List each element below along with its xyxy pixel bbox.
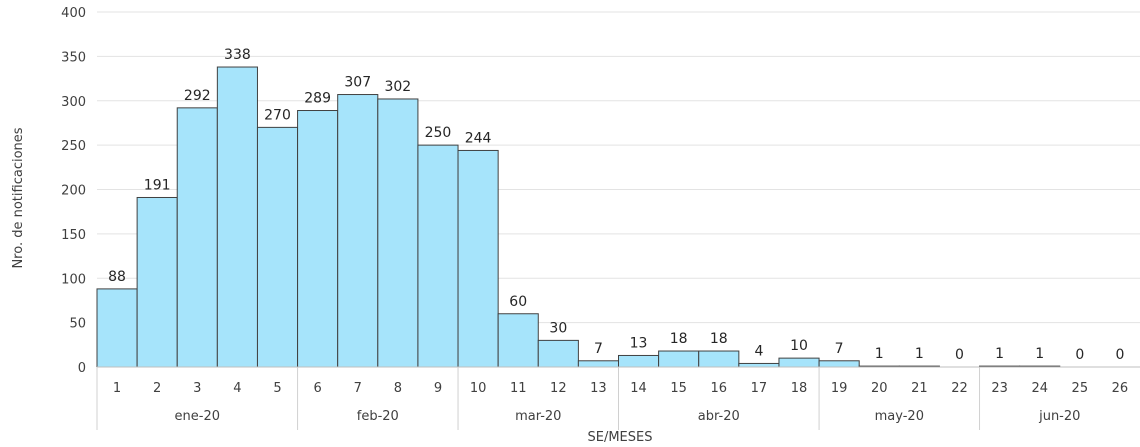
x-axis-label: SE/MESES (588, 430, 653, 445)
x-tick-label: 14 (630, 381, 647, 396)
data-label: 1 (995, 346, 1004, 362)
x-tick-label: 17 (751, 381, 768, 396)
x-tick-label: 13 (590, 381, 607, 396)
data-label: 4 (754, 343, 763, 359)
month-label: abr-20 (698, 409, 740, 424)
bar (818, 360, 860, 368)
data-label: 244 (465, 130, 492, 146)
bar (778, 357, 820, 368)
bar (297, 110, 339, 368)
data-label: 302 (384, 79, 411, 95)
x-tick-label: 16 (711, 381, 728, 396)
data-label: 88 (108, 269, 126, 285)
x-tick-label: 12 (550, 381, 567, 396)
x-tick-label: 2 (153, 381, 161, 396)
data-label: 0 (955, 347, 964, 363)
data-label: 289 (304, 91, 331, 107)
x-tick-label: 20 (871, 381, 888, 396)
data-label: 30 (549, 320, 567, 336)
bar (337, 94, 379, 368)
y-axis-ticks: 0 50 100 150 200 250 300 350 400 (61, 6, 86, 376)
data-label: 18 (670, 331, 688, 347)
x-tick-label: 9 (434, 381, 442, 396)
x-tick-label: 25 (1072, 381, 1089, 396)
x-tick-label: 22 (951, 381, 968, 396)
x-tick-label: 5 (273, 381, 281, 396)
x-tick-label: 7 (354, 381, 362, 396)
x-tick-label: 18 (791, 381, 808, 396)
x-tick-label: 15 (670, 381, 687, 396)
y-tick-label: 400 (61, 6, 86, 21)
bar (658, 350, 700, 368)
x-tick-label: 26 (1112, 381, 1129, 396)
x-tick-label: 23 (991, 381, 1008, 396)
x-tick-label: 11 (510, 381, 527, 396)
bar (216, 66, 258, 368)
bar (136, 196, 178, 368)
data-label: 0 (1075, 347, 1084, 363)
y-tick-label: 0 (78, 361, 86, 376)
y-tick-label: 300 (61, 95, 86, 110)
bar (497, 313, 539, 368)
data-label: 250 (425, 125, 452, 141)
x-axis: 1 2 3 4 5 6 7 8 9 10 11 12 13 14 15 16 17 18 19 20 21 22 23 24 2… (96, 366, 1140, 430)
month-label: feb-20 (357, 409, 399, 424)
data-label: 307 (344, 75, 371, 91)
y-tick-label: 150 (61, 228, 86, 243)
bar (96, 288, 138, 368)
bars (96, 66, 1061, 368)
y-tick-label: 250 (61, 139, 86, 154)
data-label: 191 (144, 177, 171, 193)
data-label: 1 (1035, 346, 1044, 362)
x-tick-label: 4 (233, 381, 241, 396)
data-label: 1 (875, 346, 884, 362)
data-label: 10 (790, 338, 808, 354)
x-tick-label: 8 (394, 381, 402, 396)
bar (618, 354, 660, 368)
data-label: 338 (224, 47, 251, 63)
data-label: 7 (835, 341, 844, 357)
data-label: 60 (509, 294, 527, 310)
x-tick-label: 10 (470, 381, 487, 396)
data-label: 18 (710, 331, 728, 347)
bar (417, 144, 459, 368)
x-tick-label: 3 (193, 381, 201, 396)
x-tick-label: 1 (113, 381, 121, 396)
y-tick-label: 200 (61, 184, 86, 199)
data-label: 0 (1115, 347, 1124, 363)
x-tick-label: 19 (831, 381, 848, 396)
month-label: jun-20 (1038, 409, 1080, 424)
data-label: 13 (630, 335, 648, 351)
month-label: may-20 (875, 409, 924, 424)
bar (256, 126, 299, 368)
month-label: mar-20 (515, 409, 561, 424)
y-tick-label: 350 (61, 50, 86, 65)
bar (738, 362, 780, 368)
bar (377, 98, 419, 368)
bar (457, 149, 499, 368)
x-tick-label: 24 (1031, 381, 1048, 396)
data-label: 292 (184, 88, 211, 104)
x-tick-label: 6 (313, 381, 321, 396)
data-label: 7 (594, 341, 603, 357)
bar (537, 339, 579, 368)
y-tick-label: 50 (69, 317, 86, 332)
bar (176, 107, 218, 368)
data-label: 1 (915, 346, 924, 362)
y-axis-label: Nro. de notificaciones (11, 127, 26, 268)
x-tick-label: 21 (911, 381, 928, 396)
bar (577, 360, 620, 368)
data-label: 270 (264, 107, 291, 123)
bar (698, 350, 740, 368)
y-tick-label: 100 (61, 272, 86, 287)
month-label: ene-20 (175, 409, 220, 424)
